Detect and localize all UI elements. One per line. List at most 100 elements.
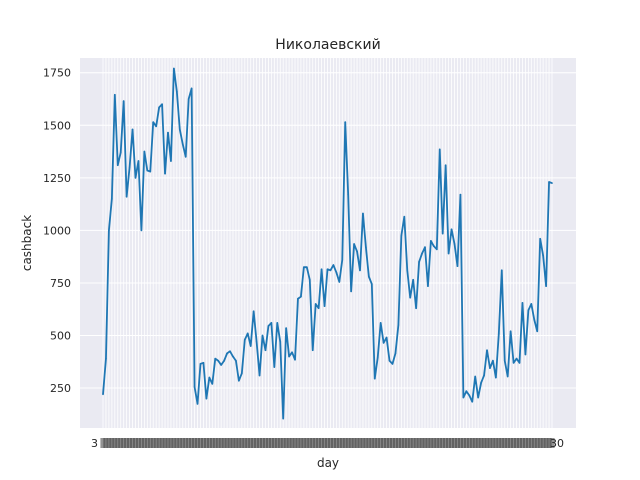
data-point <box>521 302 524 304</box>
data-point <box>214 357 217 360</box>
data-point <box>435 248 438 251</box>
x-tick-label-crowded <box>434 438 440 448</box>
data-point <box>438 148 441 151</box>
x-axis-label: day <box>317 456 339 470</box>
data-point <box>459 193 462 196</box>
x-tick-label-crowded <box>537 438 543 448</box>
x-tick-label-crowded <box>386 438 393 448</box>
x-tick-label-crowded <box>496 438 502 448</box>
x-tick-label-crowded <box>292 438 298 448</box>
x-tick-label-crowded <box>478 438 484 448</box>
x-tick-label-crowded <box>180 438 186 448</box>
data-point <box>477 396 479 399</box>
data-point <box>415 307 417 309</box>
x-tick-label-crowded <box>440 438 446 448</box>
x-tick-label-crowded <box>251 438 257 448</box>
x-tick-label-crowded <box>280 438 286 448</box>
x-tick-label-crowded <box>321 438 328 448</box>
data-point <box>447 252 450 255</box>
x-tick-label-crowded <box>177 438 183 448</box>
data-point <box>235 359 237 362</box>
data-point <box>116 164 119 167</box>
data-point <box>288 355 290 358</box>
y-tick-label: 500 <box>50 330 71 343</box>
x-tick-label-crowded <box>159 438 165 448</box>
data-point <box>164 172 166 175</box>
x-tick-label-crowded <box>378 438 384 448</box>
x-tick-label-crowded <box>103 438 109 448</box>
x-tick-label-crowded <box>410 438 416 448</box>
data-point <box>486 349 488 352</box>
x-tick-label-crowded <box>546 438 552 448</box>
data-point <box>161 103 163 106</box>
x-tick-label-crowded <box>443 438 449 448</box>
data-point <box>226 352 228 355</box>
x-tick-label-crowded <box>454 438 461 448</box>
x-tick-label-crowded <box>274 438 280 448</box>
data-point <box>173 67 175 70</box>
data-point <box>306 266 308 268</box>
data-point <box>114 93 116 96</box>
data-point <box>111 198 113 200</box>
x-tick-label-crowded <box>162 438 168 448</box>
x-tick-label-crowded <box>375 438 381 448</box>
data-point <box>291 351 293 354</box>
x-tick-label-crowded <box>522 438 529 448</box>
data-point <box>285 327 287 329</box>
data-point <box>527 309 530 312</box>
data-point <box>308 278 311 281</box>
data-point <box>353 243 355 245</box>
x-tick-label-crowded <box>203 438 209 448</box>
data-point <box>518 362 521 364</box>
data-point <box>102 393 104 396</box>
x-tick-label-crowded <box>153 438 159 448</box>
x-tick-label-crowded <box>513 438 520 448</box>
x-tick-label-crowded <box>401 438 407 448</box>
data-point <box>276 322 279 324</box>
data-point <box>397 324 400 326</box>
data-point <box>483 374 485 377</box>
x-tick-label-crowded <box>310 438 316 448</box>
data-point <box>500 269 503 272</box>
x-tick-label-crowded <box>186 438 192 448</box>
x-tick-label-crowded <box>469 438 475 448</box>
data-point <box>350 290 352 293</box>
x-tick-label-crowded <box>286 438 292 448</box>
y-tick-label: 1500 <box>43 119 71 132</box>
data-point <box>406 269 409 272</box>
data-point <box>229 350 231 353</box>
x-tick-label-crowded <box>345 438 351 448</box>
x-tick-label-crowded <box>508 438 514 448</box>
x-tick-label-crowded <box>422 438 428 448</box>
x-tick-label-crowded <box>540 438 546 448</box>
x-tick-label-crowded <box>360 438 366 448</box>
data-point <box>506 375 509 378</box>
x-tick-label-crowded <box>147 438 153 448</box>
x-tick-label-crowded <box>490 438 496 448</box>
x-tick-label-crowded <box>416 438 422 448</box>
x-tick-label-crowded <box>209 438 215 448</box>
data-point <box>453 243 456 245</box>
data-point <box>140 229 143 232</box>
data-point <box>205 397 208 400</box>
x-tick-label-crowded <box>233 438 239 448</box>
data-point <box>119 151 122 154</box>
data-point <box>187 98 190 100</box>
x-tick-label-crowded <box>227 438 233 448</box>
x-tick-label-crowded <box>236 438 242 448</box>
x-tick-label-crowded <box>191 438 198 448</box>
x-tick-label-crowded <box>271 438 277 448</box>
y-tick-label: 750 <box>50 277 71 290</box>
x-tick-label-crowded <box>534 438 540 448</box>
x-tick-label-crowded <box>499 438 505 448</box>
x-tick-label-crowded <box>129 438 136 448</box>
data-point <box>385 336 388 339</box>
y-axis-label: cashback <box>20 215 34 271</box>
x-tick-label-crowded <box>218 438 224 448</box>
x-tick-label-crowded <box>487 438 493 448</box>
x-tick-label-crowded <box>475 438 481 448</box>
data-point <box>421 252 423 255</box>
x-tick-label-crowded <box>156 438 162 448</box>
y-tick-label: 1250 <box>43 172 71 185</box>
